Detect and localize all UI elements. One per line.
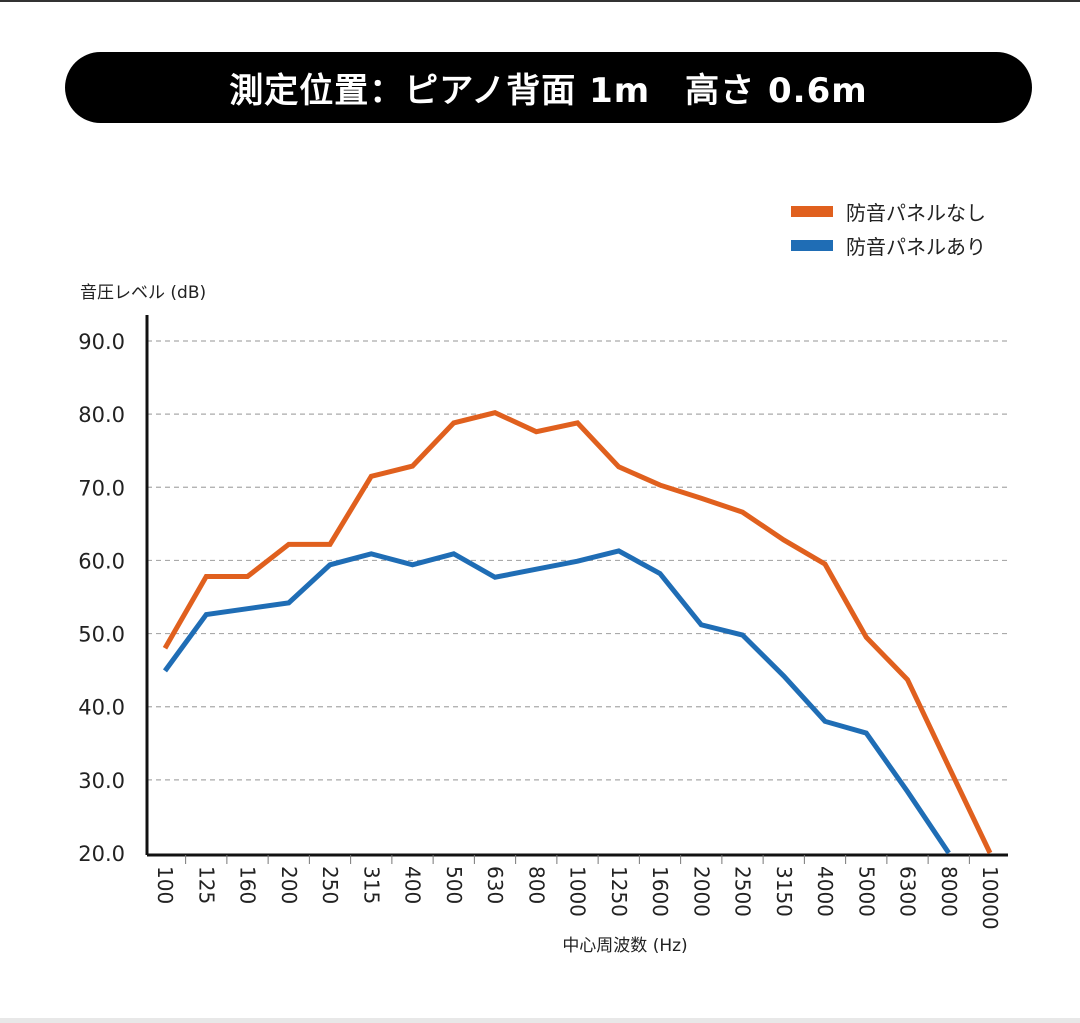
top-border: [0, 0, 1080, 2]
x-tick-label: 315: [359, 866, 383, 904]
x-tick-label: 8000: [937, 866, 961, 917]
legend-swatch: [791, 240, 833, 251]
x-tick-label: 200: [277, 866, 301, 904]
x-tick-label: 3150: [772, 866, 796, 917]
x-tick-label: 4000: [813, 866, 837, 917]
x-tick-label: 5000: [854, 866, 878, 917]
y-tick-label: 30.0: [78, 769, 125, 793]
x-tick-label: 160: [236, 866, 260, 904]
legend-label: 防音パネルあり: [846, 235, 986, 259]
y-tick-label: 20.0: [78, 842, 125, 866]
x-tick-label: 1000: [566, 866, 590, 917]
x-tick-label: 1600: [648, 866, 672, 917]
legend-swatch: [791, 206, 833, 217]
x-axis-label: 中心周波数 (Hz): [562, 936, 687, 956]
x-tick-label: 250: [318, 866, 342, 904]
x-tick-label: 800: [524, 866, 548, 904]
y-tick-label: 90.0: [78, 330, 125, 354]
x-tick-label: 2000: [689, 866, 713, 917]
x-tick-label: 630: [483, 866, 507, 904]
series-line-2: [162, 548, 951, 855]
x-tick-label: 500: [442, 866, 466, 904]
y-tick-label: 50.0: [78, 623, 125, 647]
bottom-band: [0, 1018, 1080, 1023]
x-tick-label: 10000: [978, 866, 1002, 930]
y-axis-label: 音圧レベル (dB): [80, 283, 206, 303]
x-tick-label: 6300: [896, 866, 920, 917]
x-tick-label: 100: [153, 866, 177, 904]
y-tick-label: 60.0: [78, 549, 125, 573]
x-tick-label: 2500: [731, 866, 755, 917]
y-tick-label: 40.0: [78, 696, 125, 720]
title-banner: 測定位置：ピアノ背面 1m 高さ 0.6m: [65, 52, 1032, 123]
series-line-1: [162, 410, 993, 855]
x-tick-label: 1250: [607, 866, 631, 917]
x-tick-label: 400: [401, 866, 425, 904]
y-tick-label: 70.0: [78, 476, 125, 500]
x-tick-label: 125: [194, 866, 218, 904]
y-tick-label: 80.0: [78, 403, 125, 427]
legend-label: 防音パネルなし: [846, 201, 986, 225]
chart-title: 測定位置：ピアノ背面 1m 高さ 0.6m: [229, 71, 868, 111]
